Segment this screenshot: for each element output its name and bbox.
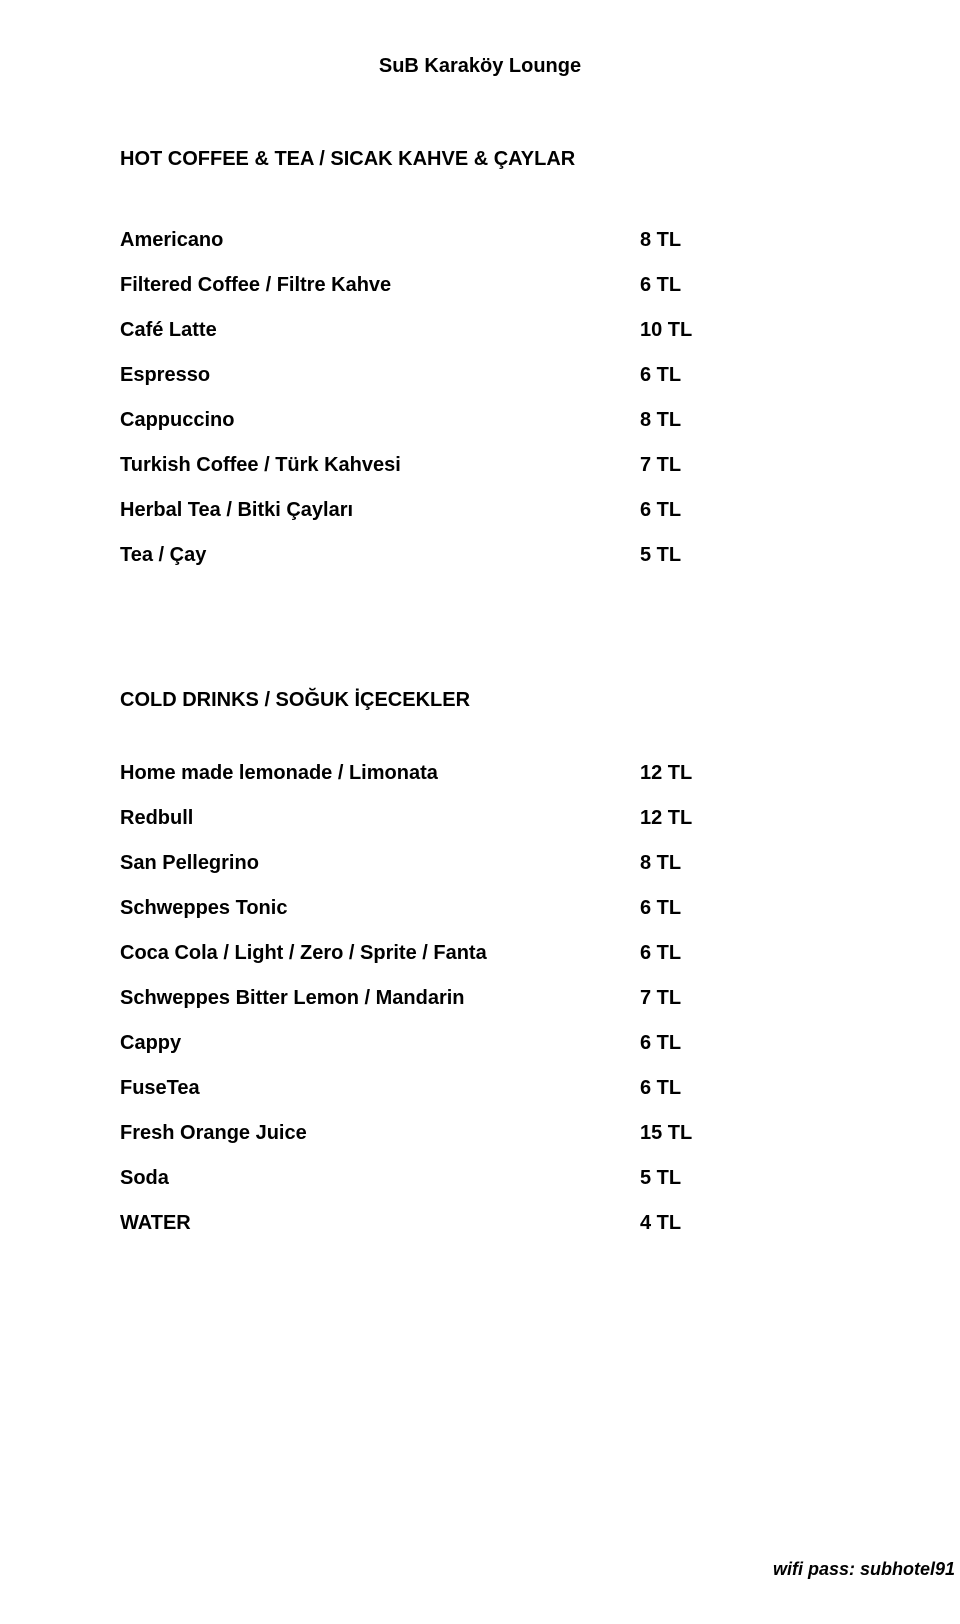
page-title: SuB Karaköy Lounge: [120, 55, 840, 78]
item-label: Soda: [120, 1167, 640, 1190]
item-label: Cappuccino: [120, 409, 640, 432]
item-label: Redbull: [120, 807, 640, 830]
item-label: Espresso: [120, 364, 640, 387]
item-price: 7 TL: [640, 987, 840, 1010]
item-label: Americano: [120, 229, 640, 252]
menu-row: FuseTea 6 TL: [120, 1077, 840, 1100]
cold-drinks-list: Home made lemonade / Limonata 12 TL Redb…: [120, 762, 840, 1235]
menu-row: Schweppes Tonic 6 TL: [120, 897, 840, 920]
item-label: Tea / Çay: [120, 544, 640, 567]
item-label: WATER: [120, 1212, 640, 1235]
item-price: 4 TL: [640, 1212, 840, 1235]
menu-row: Fresh Orange Juice 15 TL: [120, 1122, 840, 1145]
item-price: 8 TL: [640, 409, 840, 432]
hot-drinks-list: Americano 8 TL Filtered Coffee / Filtre …: [120, 229, 840, 567]
menu-row: Soda 5 TL: [120, 1167, 840, 1190]
item-price: 6 TL: [640, 897, 840, 920]
menu-row: Espresso 6 TL: [120, 364, 840, 387]
menu-row: Café Latte 10 TL: [120, 319, 840, 342]
menu-row: Herbal Tea / Bitki Çayları 6 TL: [120, 499, 840, 522]
item-price: 8 TL: [640, 229, 840, 252]
item-label: Home made lemonade / Limonata: [120, 762, 640, 785]
item-price: 6 TL: [640, 274, 840, 297]
item-label: Fresh Orange Juice: [120, 1122, 640, 1145]
item-label: Turkish Coffee / Türk Kahvesi: [120, 454, 640, 477]
item-price: 15 TL: [640, 1122, 840, 1145]
item-price: 12 TL: [640, 807, 840, 830]
item-price: 10 TL: [640, 319, 840, 342]
menu-row: Redbull 12 TL: [120, 807, 840, 830]
item-label: Herbal Tea / Bitki Çayları: [120, 499, 640, 522]
item-price: 5 TL: [640, 1167, 840, 1190]
menu-row: Cappy 6 TL: [120, 1032, 840, 1055]
item-price: 6 TL: [640, 1032, 840, 1055]
item-price: 12 TL: [640, 762, 840, 785]
item-label: Schweppes Tonic: [120, 897, 640, 920]
item-price: 7 TL: [640, 454, 840, 477]
item-price: 6 TL: [640, 942, 840, 965]
section-heading-cold: COLD DRINKS / SOĞUK İÇECEKLER: [120, 689, 840, 712]
menu-row: San Pellegrino 8 TL: [120, 852, 840, 875]
menu-row: Schweppes Bitter Lemon / Mandarin 7 TL: [120, 987, 840, 1010]
item-label: Coca Cola / Light / Zero / Sprite / Fant…: [120, 942, 640, 965]
item-label: FuseTea: [120, 1077, 640, 1100]
item-price: 6 TL: [640, 499, 840, 522]
menu-page: SuB Karaköy Lounge HOT COFFEE & TEA / SI…: [0, 0, 960, 1624]
menu-row: Filtered Coffee / Filtre Kahve 6 TL: [120, 274, 840, 297]
item-label: Café Latte: [120, 319, 640, 342]
menu-row: Tea / Çay 5 TL: [120, 544, 840, 567]
menu-row: Americano 8 TL: [120, 229, 840, 252]
item-price: 5 TL: [640, 544, 840, 567]
item-label: Filtered Coffee / Filtre Kahve: [120, 274, 640, 297]
menu-row: WATER 4 TL: [120, 1212, 840, 1235]
section-heading-hot: HOT COFFEE & TEA / SICAK KAHVE & ÇAYLAR: [120, 148, 840, 171]
menu-row: Home made lemonade / Limonata 12 TL: [120, 762, 840, 785]
menu-row: Coca Cola / Light / Zero / Sprite / Fant…: [120, 942, 840, 965]
menu-row: Cappuccino 8 TL: [120, 409, 840, 432]
item-label: Schweppes Bitter Lemon / Mandarin: [120, 987, 640, 1010]
item-price: 6 TL: [640, 1077, 840, 1100]
item-label: Cappy: [120, 1032, 640, 1055]
wifi-pass-footer: wifi pass: subhotel91: [773, 1559, 955, 1580]
item-label: San Pellegrino: [120, 852, 640, 875]
item-price: 6 TL: [640, 364, 840, 387]
item-price: 8 TL: [640, 852, 840, 875]
menu-row: Turkish Coffee / Türk Kahvesi 7 TL: [120, 454, 840, 477]
